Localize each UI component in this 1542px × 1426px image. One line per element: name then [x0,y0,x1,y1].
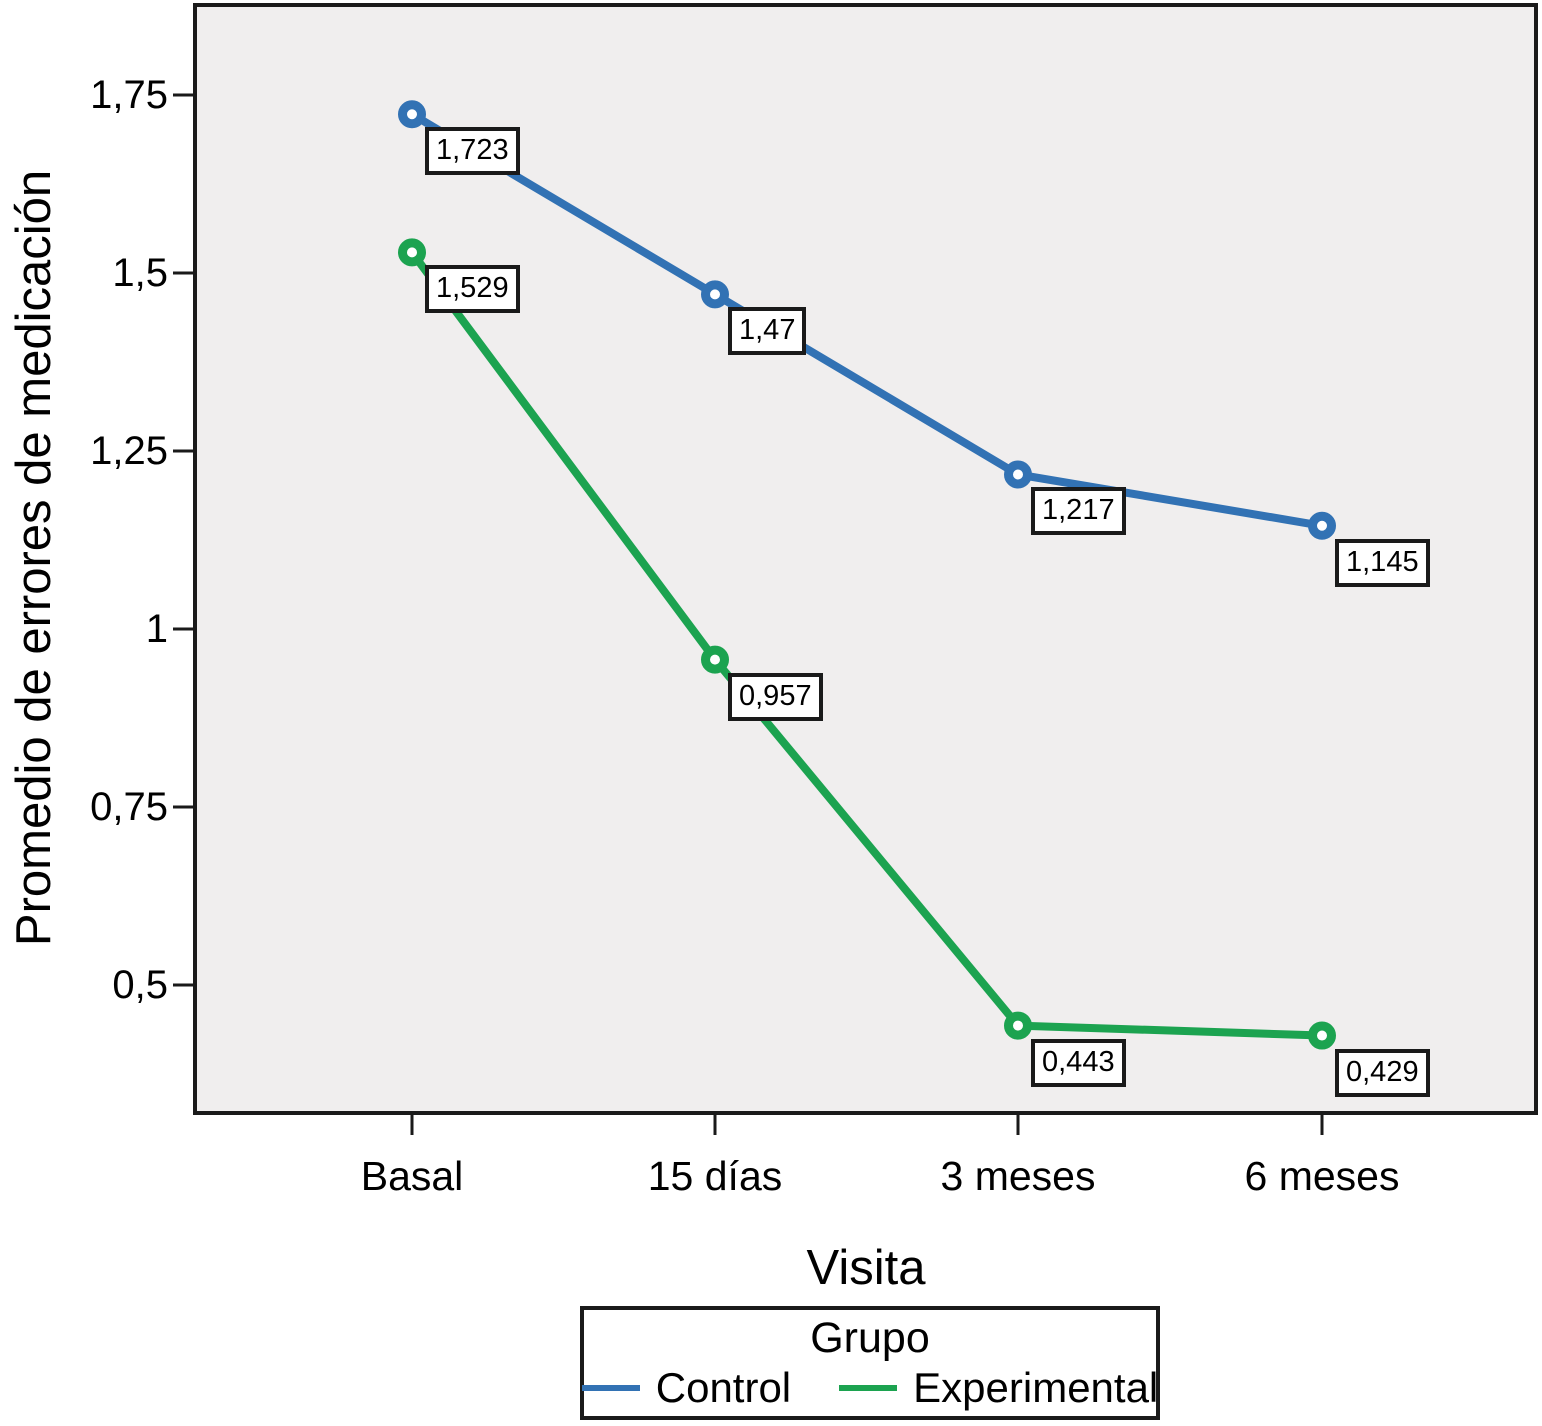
legend: Grupo Control Experimental [580,1306,1160,1420]
data-point-label-experimental: 0,429 [1335,1048,1430,1097]
legend-title: Grupo [810,1314,930,1362]
data-point-label-control: 1,145 [1335,538,1430,587]
x-tick-label: 15 días [647,1153,783,1199]
y-tick-label: 0,5 [112,963,168,1007]
legend-item-experimental: Experimental [839,1364,1158,1412]
data-point-label-control: 1,723 [425,127,520,176]
x-tick-label: Basal [360,1153,464,1199]
data-point-label-experimental: 0,443 [1031,1038,1126,1087]
legend-line-sample-control [581,1385,640,1391]
data-point-label-control: 1,217 [1031,487,1126,536]
x-axis-title: Visita [806,1241,926,1295]
y-tick-label: 1,75 [90,73,168,117]
data-point-label-control: 1,47 [728,307,807,356]
data-point-label-experimental: 0,957 [728,672,823,721]
legend-label-experimental: Experimental [913,1364,1159,1411]
x-tick-label: 6 meses [1244,1153,1400,1199]
y-tick-label: 1,25 [90,429,168,473]
y-tick-label: 0,75 [90,785,168,829]
legend-item-control: Control [581,1364,792,1412]
legend-items: Control Experimental [581,1364,1158,1412]
y-tick-label: 1,5 [112,251,168,295]
y-tick-label: 1 [145,607,168,651]
legend-label-control: Control [655,1364,792,1411]
x-tick-label: 3 meses [940,1153,1096,1199]
legend-line-sample-experimental [839,1385,898,1391]
data-point-label-experimental: 1,529 [425,265,520,314]
